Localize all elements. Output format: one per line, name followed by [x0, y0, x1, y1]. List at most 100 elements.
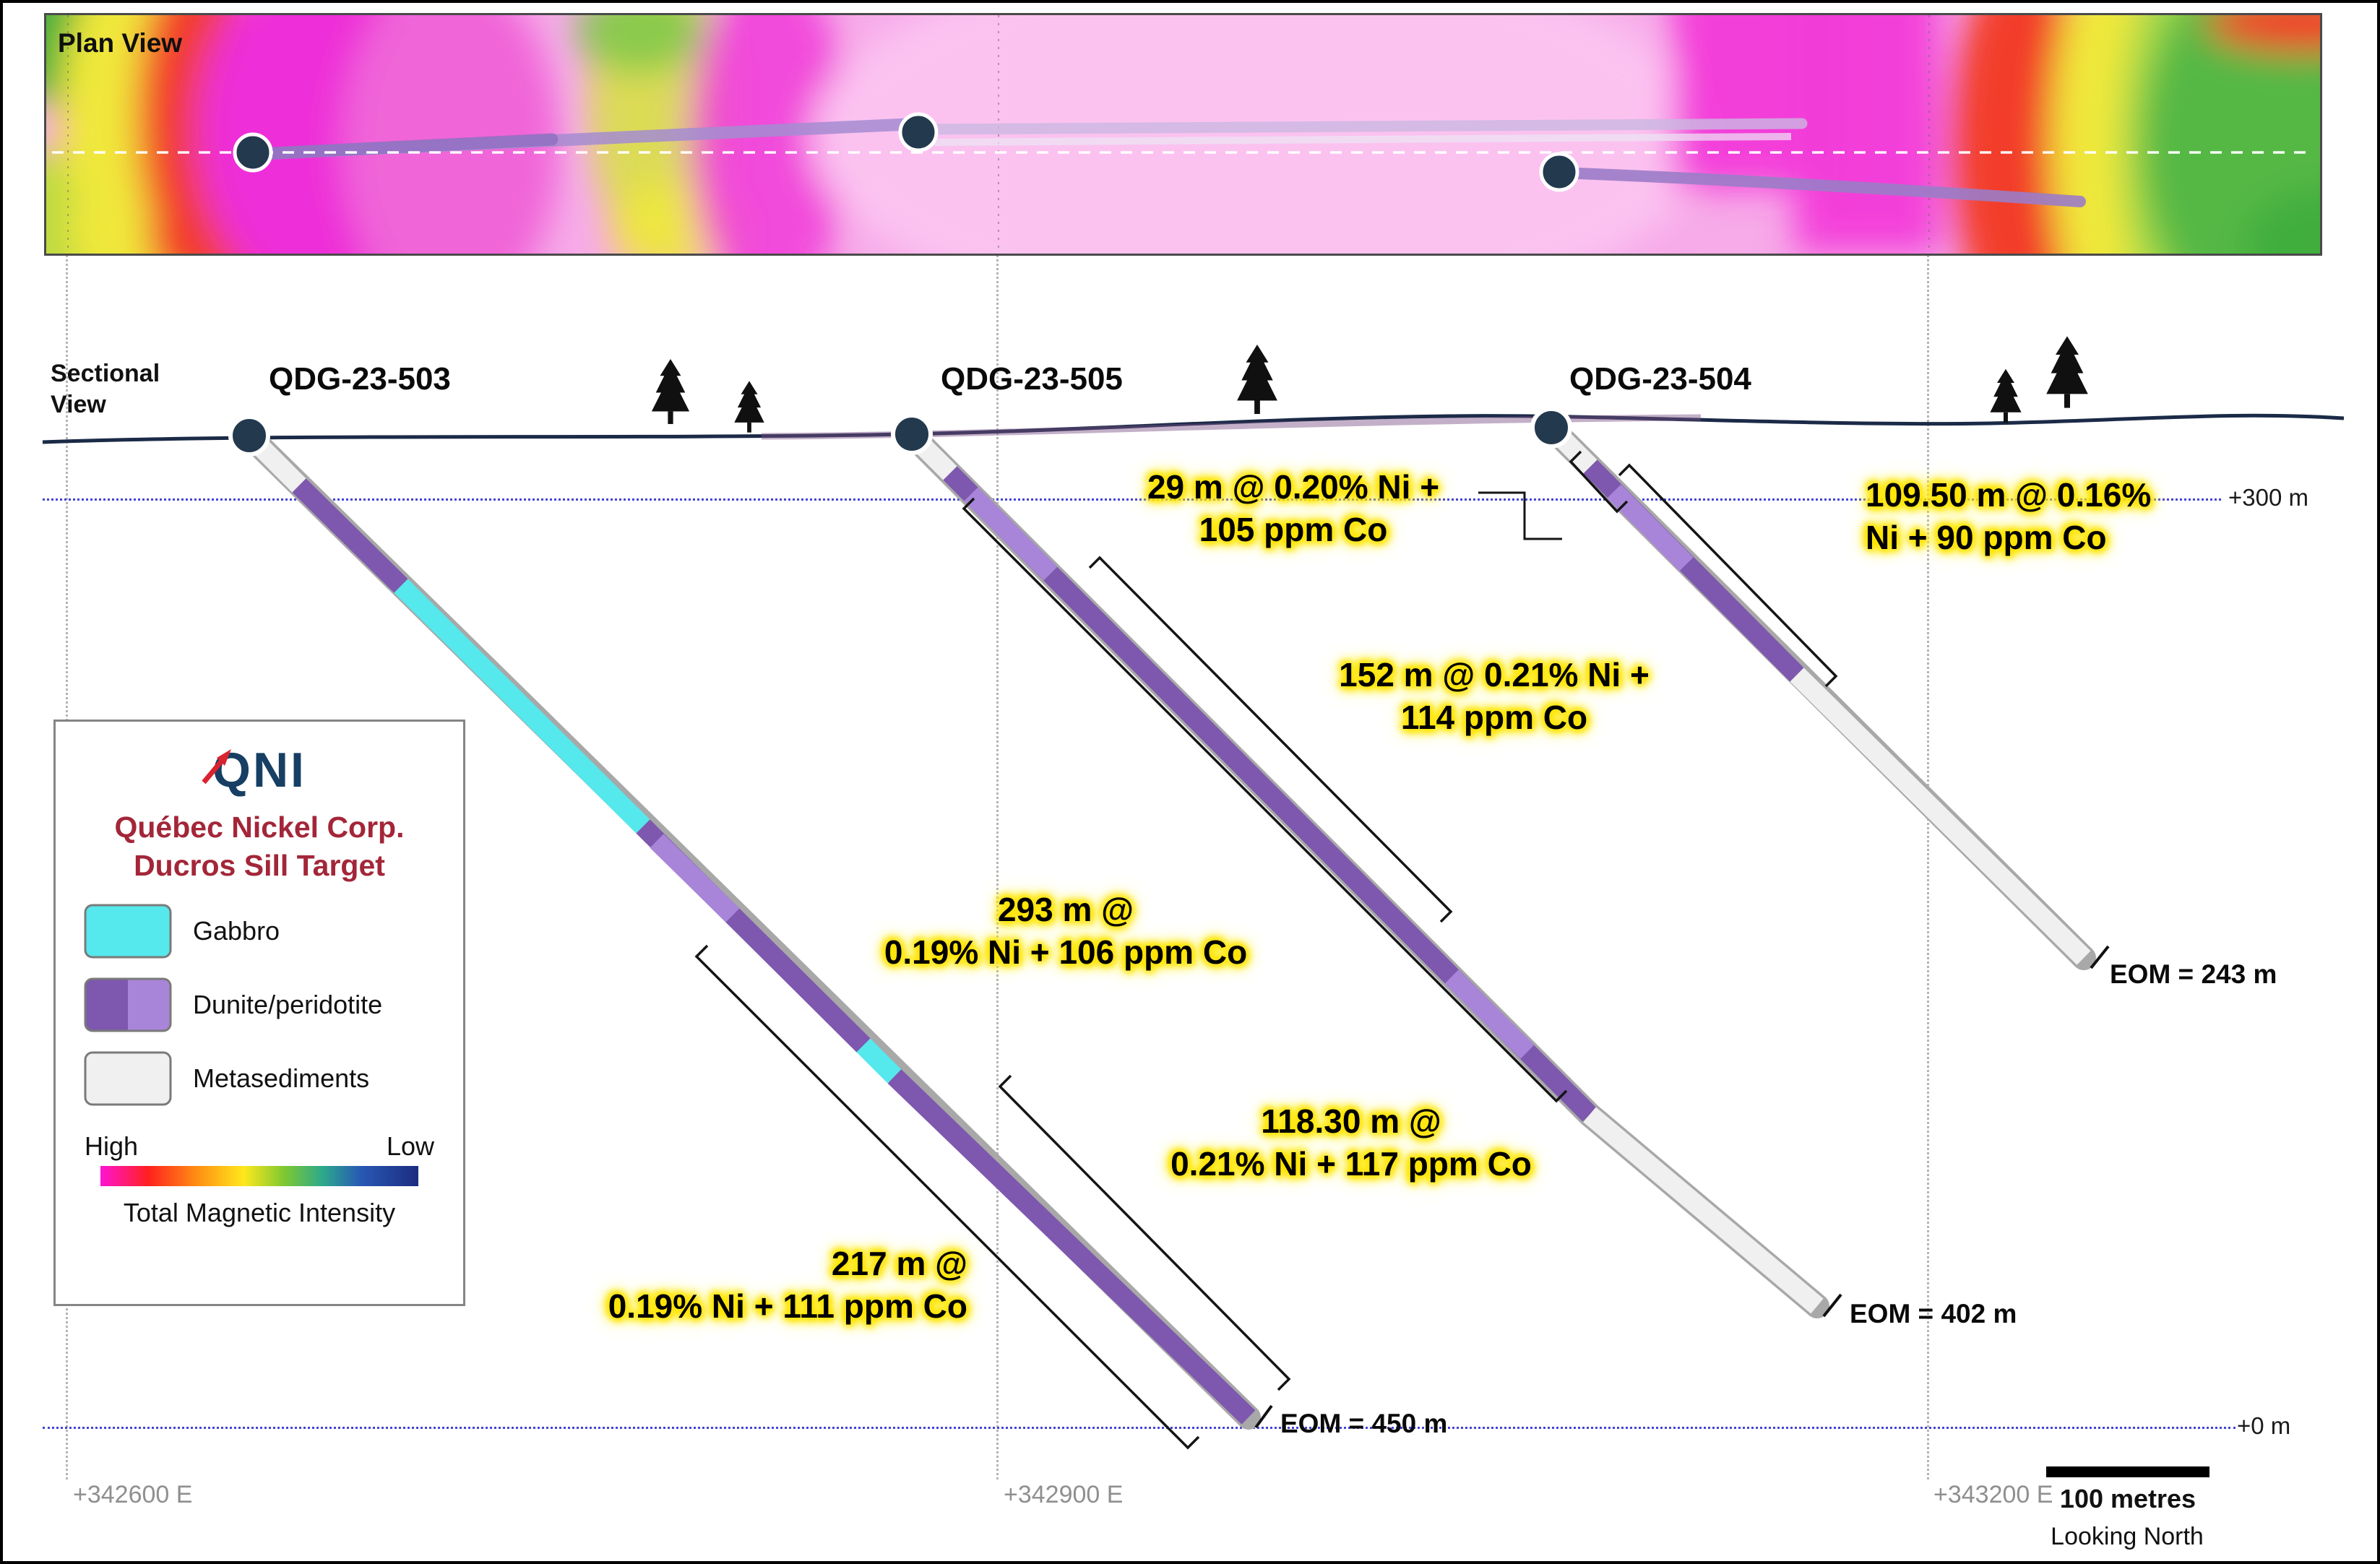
- bracket-109m: [1618, 463, 1838, 688]
- intercept-118m: 118.30 m @ 0.21% Ni + 117 ppm Co: [1170, 1100, 1532, 1185]
- metasediments-label: Metasediments: [193, 1063, 370, 1093]
- tree-icon: [2046, 336, 2088, 408]
- tree-icon: [651, 359, 690, 424]
- gabbro-swatch: [84, 904, 172, 959]
- hole-503-seg-gabbro: [856, 1038, 902, 1084]
- bracket-293m: [962, 497, 1568, 1103]
- intercept-217m: 217 m @ 0.19% Ni + 111 ppm Co: [608, 1243, 967, 1328]
- project-name: Ducros Sill Target: [134, 849, 385, 883]
- plan-collar-503: [233, 132, 273, 173]
- dunite-swatch: [84, 977, 172, 1032]
- section-collar-503: [228, 415, 270, 457]
- bracket-29m: [1569, 450, 1629, 514]
- elevation-label-0m: +0 m: [2237, 1412, 2291, 1439]
- magnetic-heatmap: [46, 15, 2320, 254]
- intercept-152m: 152 m @ 0.21% Ni + 114 ppm Co: [1339, 654, 1650, 739]
- hole-label-504: QDG-23-504: [1569, 361, 1751, 397]
- hole-503-seg-dunite-light: [650, 834, 740, 923]
- intercept-118m-line2: 0.21% Ni + 117 ppm Co: [1170, 1145, 1532, 1183]
- legend-panel: QNI Québec Nickel Corp. Ducros Sill Targ…: [53, 720, 465, 1306]
- tree-icon: [1990, 368, 2022, 423]
- legend-item-metasediments: Metasediments: [83, 1050, 463, 1107]
- intercept-brackets: [694, 450, 1838, 1450]
- metasediments-swatch: [84, 1051, 172, 1106]
- intercept-293m: 293 m @ 0.19% Ni + 106 ppm Co: [884, 889, 1247, 974]
- intercept-293m-line1: 293 m @: [997, 891, 1134, 929]
- intercept-152m-line1: 152 m @ 0.21% Ni +: [1339, 656, 1650, 694]
- tree-icon: [734, 381, 764, 433]
- eom-label-505: EOM = 402 m: [1850, 1299, 2017, 1328]
- eom-label-504: EOM = 243 m: [2110, 959, 2277, 989]
- plan-trace-504: [1553, 167, 2086, 207]
- dunite-label: Dunite/peridotite: [193, 989, 383, 1019]
- sectional-line2: View: [51, 390, 106, 418]
- legend-item-gabbro: Gabbro: [83, 903, 463, 959]
- tree-icon: [1237, 344, 1277, 415]
- hole-505-seg-metased: [1583, 1107, 1824, 1314]
- intercept-109m: 109.50 m @ 0.16% Ni + 90 ppm Co: [1866, 474, 2151, 559]
- intercept-152m-line2: 114 ppm Co: [1400, 699, 1588, 736]
- intercept-29m: 29 m @ 0.20% Ni + 105 ppm Co: [1147, 466, 1439, 551]
- elevation-line-300m: [43, 498, 2221, 501]
- section-drawing: [42, 336, 2345, 1450]
- section-collar-504: [1530, 407, 1572, 449]
- eom-tick-503: [1254, 1404, 1273, 1429]
- elevation-label-300m: +300 m: [2228, 484, 2308, 511]
- scale-bar: [2046, 1466, 2209, 1477]
- hole-504-seg-metased: [1790, 667, 2091, 965]
- plan-collar-504: [1539, 152, 1579, 192]
- intercept-217m-line2: 0.19% Ni + 111 ppm Co: [608, 1287, 967, 1325]
- qni-logo: QNI: [176, 742, 342, 798]
- hole-503-seg-dunite: [292, 478, 408, 593]
- easting-343200: +343200 E: [1933, 1481, 2053, 1508]
- sectional-view-title: Sectional View: [51, 358, 181, 420]
- hole-505-seg-dunite-light: [964, 487, 1058, 581]
- plan-trace-505: [918, 118, 1808, 135]
- hole-label-505: QDG-23-505: [941, 361, 1123, 397]
- eom-tick-505: [1822, 1293, 1842, 1318]
- hole-503: [242, 428, 1273, 1430]
- gradient-high-label: High: [85, 1131, 139, 1161]
- surface-line: [42, 413, 2345, 444]
- hole-503-seg-dunite: [887, 1069, 1256, 1425]
- gabbro-label: Gabbro: [193, 915, 280, 946]
- gradient-scale-ends: High Low: [85, 1131, 434, 1162]
- legend-item-dunite: Dunite/peridotite: [83, 977, 463, 1033]
- gradient-title: Total Magnetic Intensity: [123, 1197, 396, 1227]
- intercept-109m-line2: Ni + 90 ppm Co: [1866, 518, 2107, 556]
- looking-north-label: Looking North: [2051, 1523, 2204, 1550]
- hole-505-seg-dunite-light: [1444, 969, 1535, 1059]
- gridline-343200: [1927, 13, 1929, 1479]
- intercept-118m-line1: 118.30 m @: [1261, 1102, 1441, 1141]
- easting-342600: +342600 E: [73, 1481, 193, 1508]
- hole-503-seg-gabbro: [394, 579, 650, 834]
- plan-view-panel: Plan View: [44, 13, 2322, 256]
- intercept-29m-line1: 29 m @ 0.20% Ni +: [1147, 468, 1440, 506]
- leader-29m: [1478, 491, 1562, 540]
- eom-label-503: EOM = 450 m: [1280, 1409, 1448, 1438]
- intercept-29m-line2: 105 ppm Co: [1199, 511, 1388, 548]
- gradient-low-label: Low: [386, 1131, 434, 1161]
- hole-505: [904, 427, 1842, 1318]
- intercept-293m-line2: 0.19% Ni + 106 ppm Co: [884, 933, 1248, 971]
- intercept-109m-line1: 109.50 m @ 0.16%: [1866, 476, 2152, 514]
- magnetic-intensity-gradient: [100, 1165, 418, 1186]
- easting-342900: +342900 E: [1004, 1481, 1124, 1508]
- sectional-line1: Sectional: [51, 360, 160, 387]
- bracket-217m: [694, 944, 1200, 1450]
- legend-company: Québec Nickel Corp. Ducros Sill Target: [56, 808, 463, 886]
- eom-tick-504: [2090, 945, 2110, 969]
- plan-trace-underlay: [931, 133, 1792, 146]
- surface-tint: [761, 414, 1702, 440]
- scale-bar-label: 100 metres: [2059, 1484, 2196, 1513]
- elevation-line-0m: [43, 1427, 2235, 1429]
- qni-logo-arrow-icon: [202, 749, 231, 785]
- intercept-217m-line1: 217 m @: [831, 1245, 967, 1282]
- hole-label-503: QDG-23-503: [269, 361, 451, 397]
- gridline-342900: [996, 13, 999, 1479]
- plan-view-title: Plan View: [58, 28, 183, 58]
- bracket-118m: [998, 1074, 1291, 1391]
- company-name: Québec Nickel Corp.: [114, 811, 405, 844]
- plan-collar-505: [898, 112, 939, 152]
